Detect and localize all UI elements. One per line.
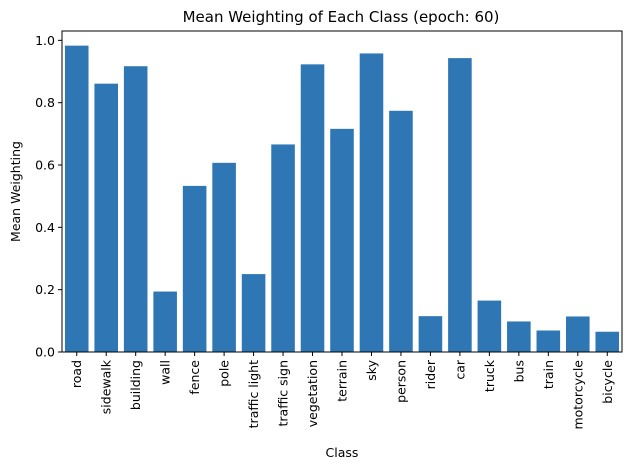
- y-tick-label: 0.6: [35, 158, 55, 173]
- bar-person: [389, 110, 413, 352]
- bar-sky: [359, 53, 384, 352]
- y-axis-title: Mean Weighting: [8, 141, 23, 242]
- bar-pole: [212, 162, 236, 352]
- bar-building: [123, 66, 148, 353]
- x-tick-label: sky: [364, 359, 379, 380]
- x-tick-label: person: [393, 360, 408, 403]
- y-tick-label: 1.0: [35, 33, 55, 48]
- bar-traffic-light: [241, 274, 266, 352]
- x-tick-label: pole: [217, 360, 232, 387]
- bar-wall: [153, 291, 177, 352]
- x-tick-label: train: [541, 360, 556, 389]
- bar-motorcycle: [566, 316, 590, 352]
- bar-bus: [507, 321, 531, 352]
- bar-traffic-sign: [271, 144, 295, 352]
- x-axis-ticks: road sidewalk building wall fence pole traffic…: [69, 352, 615, 430]
- chart-title: Mean Weighting of Each Class (epoch: 60): [183, 8, 500, 26]
- bar-bicycle: [595, 331, 620, 352]
- bar-truck: [477, 300, 502, 352]
- x-tick-label: truck: [482, 359, 497, 392]
- bar-rider: [418, 316, 443, 352]
- x-tick-label: motorcycle: [570, 360, 585, 430]
- x-tick-label: building: [128, 360, 143, 410]
- x-axis-title: Class: [326, 445, 359, 460]
- bars-group: [64, 45, 620, 353]
- plot-frame: [61, 30, 623, 353]
- bar-car: [448, 58, 472, 353]
- x-tick-label: sidewalk: [99, 359, 114, 414]
- y-tick-label: 0.8: [35, 95, 55, 110]
- x-tick-label: bicycle: [600, 360, 615, 404]
- x-tick-label: road: [69, 360, 84, 388]
- bar-road: [64, 45, 89, 352]
- y-tick-label: 0.0: [35, 345, 55, 360]
- bar-sidewalk: [94, 83, 118, 352]
- x-tick-label: fence: [187, 360, 202, 395]
- x-tick-label: vegetation: [305, 360, 320, 427]
- x-tick-label: wall: [158, 360, 173, 385]
- x-tick-label: traffic light: [246, 360, 261, 428]
- y-tick-label: 0.2: [35, 282, 55, 297]
- x-tick-label: bus: [511, 360, 526, 382]
- bar-terrain: [330, 128, 354, 352]
- bar-train: [536, 330, 561, 352]
- x-tick-label: rider: [423, 359, 438, 389]
- bar-fence: [182, 185, 207, 352]
- x-tick-label: car: [452, 359, 467, 380]
- y-tick-label: 0.4: [35, 220, 55, 235]
- y-axis-ticks: 0.0 0.2 0.4 0.6 0.8 1.0: [35, 33, 62, 360]
- x-tick-label: traffic sign: [276, 360, 291, 426]
- bar-vegetation: [300, 64, 325, 352]
- x-tick-label: terrain: [335, 360, 350, 402]
